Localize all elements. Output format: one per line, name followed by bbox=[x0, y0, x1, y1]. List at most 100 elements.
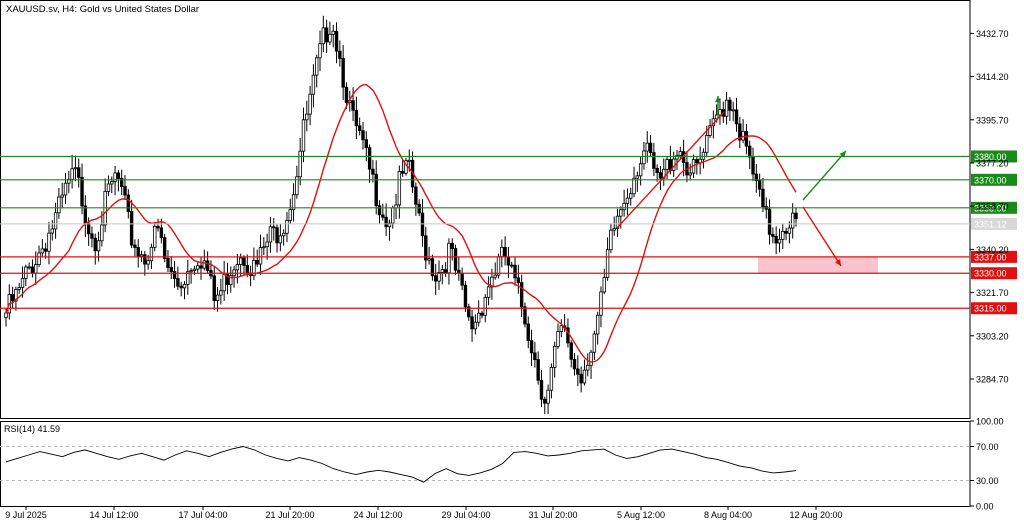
main-pane bbox=[0, 0, 971, 419]
candle-body bbox=[212, 275, 216, 301]
trendline-up bbox=[616, 111, 725, 229]
candle-body bbox=[629, 193, 633, 199]
rsi-y-tick-label: 70.00 bbox=[976, 442, 999, 452]
candle-body bbox=[268, 226, 273, 243]
candle-body bbox=[153, 225, 157, 248]
candle-body bbox=[586, 364, 590, 371]
candle-body bbox=[215, 294, 220, 301]
level-tag bbox=[971, 150, 1017, 163]
candle-body bbox=[176, 278, 180, 287]
candle-body bbox=[483, 297, 487, 316]
candle-body bbox=[334, 30, 339, 52]
candle-body bbox=[695, 159, 699, 164]
candle-body bbox=[599, 291, 603, 316]
candle-body bbox=[192, 268, 197, 272]
candle-body bbox=[129, 211, 134, 246]
candle-body bbox=[774, 236, 778, 244]
candle-body bbox=[450, 242, 454, 249]
candle-body bbox=[73, 167, 78, 170]
x-tick-label: 21 Jul 20:00 bbox=[265, 510, 314, 520]
candle-body bbox=[40, 248, 45, 254]
candle-body bbox=[367, 147, 372, 170]
candle-body bbox=[34, 264, 38, 274]
candle-body bbox=[37, 252, 41, 265]
candle-body bbox=[182, 283, 187, 289]
candle-body bbox=[143, 254, 147, 265]
candle-body bbox=[77, 167, 81, 178]
candle-body bbox=[443, 269, 448, 274]
y-tick-label: 3303.20 bbox=[976, 331, 1009, 341]
candle-body bbox=[169, 267, 173, 272]
candle-body bbox=[43, 248, 48, 252]
candle-body bbox=[546, 389, 550, 404]
candle-body bbox=[387, 222, 392, 228]
candle-body bbox=[324, 27, 329, 43]
candle-body bbox=[533, 352, 537, 361]
candle-body bbox=[417, 203, 421, 214]
candle-body bbox=[427, 258, 431, 261]
x-tick-label: 12 Aug 20:00 bbox=[789, 510, 842, 520]
candle-body bbox=[440, 269, 445, 273]
candle-body bbox=[589, 351, 593, 366]
candle-body bbox=[305, 113, 309, 121]
candle-body bbox=[377, 205, 382, 216]
candle-body bbox=[757, 180, 762, 190]
x-tick-label: 14 Jul 12:00 bbox=[89, 510, 138, 520]
candle-body bbox=[665, 159, 669, 170]
level-tag bbox=[971, 267, 1017, 280]
arrow-up-small-head bbox=[714, 96, 722, 103]
candle-body bbox=[553, 345, 557, 368]
candle-body bbox=[328, 33, 332, 43]
candle-body bbox=[288, 209, 292, 221]
candle-body bbox=[473, 321, 478, 330]
candle-body bbox=[400, 171, 405, 174]
candle-body bbox=[354, 109, 359, 127]
candle-body bbox=[519, 282, 524, 308]
candle-body bbox=[480, 312, 484, 316]
level-label: 3337.00 bbox=[974, 252, 1007, 262]
candle-body bbox=[705, 135, 709, 153]
candle-body bbox=[63, 182, 68, 196]
candle-body bbox=[622, 202, 626, 211]
candle-body bbox=[361, 130, 365, 141]
candle-body bbox=[229, 275, 233, 286]
candle-body bbox=[113, 172, 117, 182]
candle-body bbox=[463, 284, 468, 308]
rsi-header: RSI(14) 41.59 bbox=[4, 424, 60, 434]
level-label: 3315.00 bbox=[974, 304, 1007, 314]
candle-body bbox=[219, 290, 223, 296]
candle-body bbox=[592, 333, 597, 353]
candle-body bbox=[556, 331, 560, 347]
candle-body bbox=[30, 266, 35, 274]
candle-body bbox=[123, 186, 127, 196]
candle-body bbox=[781, 231, 785, 240]
candle-body bbox=[486, 286, 491, 298]
candle-body bbox=[318, 43, 322, 59]
candle-body bbox=[734, 109, 739, 125]
candle-body bbox=[381, 214, 385, 218]
y-tick-label: 3432.70 bbox=[976, 29, 1009, 39]
candle-body bbox=[315, 57, 319, 76]
candle-body bbox=[357, 125, 362, 132]
arrow-up-target bbox=[802, 150, 847, 201]
y-tick-label: 3340.20 bbox=[976, 245, 1009, 255]
candle-body bbox=[139, 254, 144, 257]
candle-body bbox=[162, 237, 167, 259]
candle-body bbox=[500, 246, 504, 258]
candle-body bbox=[136, 247, 140, 257]
candle-body bbox=[364, 139, 368, 149]
candle-body bbox=[724, 99, 729, 117]
candle-body bbox=[761, 188, 765, 207]
candle-body bbox=[391, 207, 395, 224]
level-tag bbox=[971, 173, 1017, 186]
candle-body bbox=[582, 369, 587, 384]
candle-body bbox=[526, 323, 530, 342]
rsi-frame bbox=[0, 421, 971, 507]
candle-body bbox=[493, 274, 497, 278]
candle-body bbox=[754, 173, 759, 181]
candle-body bbox=[549, 366, 554, 391]
candle-body bbox=[291, 194, 296, 211]
level-tag bbox=[971, 302, 1017, 315]
candle-body bbox=[308, 93, 312, 115]
candle-body bbox=[126, 194, 131, 212]
